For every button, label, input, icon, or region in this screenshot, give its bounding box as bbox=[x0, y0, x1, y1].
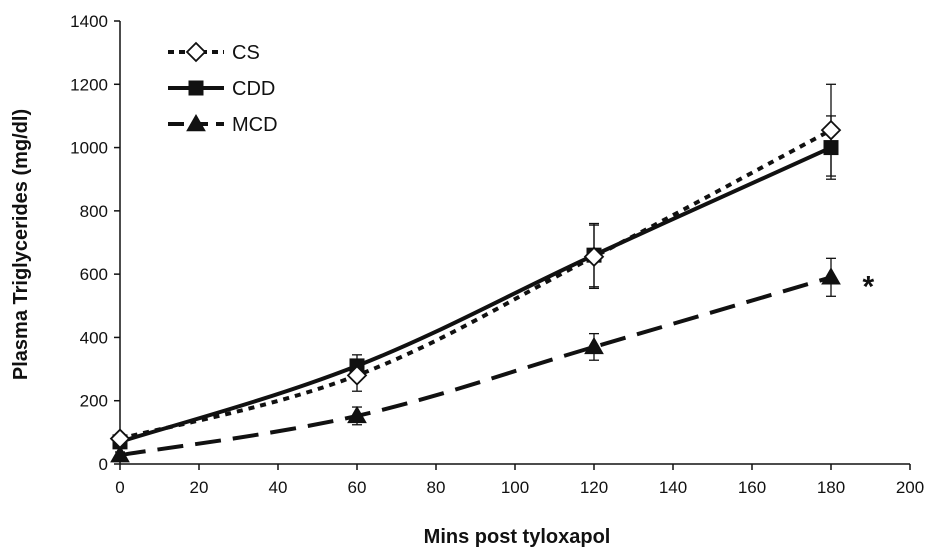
y-tick-label: 1200 bbox=[70, 75, 108, 94]
y-tick-label: 800 bbox=[80, 202, 108, 221]
x-tick-label: 20 bbox=[190, 478, 209, 497]
y-tick-label: 400 bbox=[80, 328, 108, 347]
series-lines-layer bbox=[119, 128, 832, 458]
x-tick-label: 0 bbox=[115, 478, 124, 497]
data-point-cs bbox=[820, 119, 842, 141]
x-tick-label: 60 bbox=[348, 478, 367, 497]
error-bars-layer bbox=[115, 83, 836, 459]
y-axis-title: Plasma Triglycerides (mg/dl) bbox=[10, 109, 32, 380]
legend-label-cs: CS bbox=[232, 42, 260, 64]
axes-layer: 0 200 400 600 800 1000 1200 1400 0 20 40 60 80 100 120… bbox=[10, 12, 924, 548]
x-tick-label: 160 bbox=[738, 478, 766, 497]
y-tick-label: 1400 bbox=[70, 12, 108, 31]
x-tick-label: 200 bbox=[896, 478, 924, 497]
y-tick-label: 600 bbox=[80, 265, 108, 284]
x-tick-label: 40 bbox=[269, 478, 288, 497]
series-line-mcd bbox=[119, 275, 832, 458]
legend-item-cs: CS bbox=[168, 41, 260, 64]
legend-item-mcd: MCD bbox=[168, 113, 278, 136]
data-point-cdd bbox=[823, 140, 839, 156]
data-point-cs bbox=[346, 365, 368, 386]
x-tick-label: 120 bbox=[580, 478, 608, 497]
data-point-mcd bbox=[821, 267, 841, 285]
x-tick-label: 100 bbox=[501, 478, 529, 497]
series-line-cs bbox=[119, 128, 832, 441]
legend-item-cdd: CDD bbox=[168, 78, 275, 100]
legend-label-mcd: MCD bbox=[232, 114, 278, 136]
x-tick-label: 140 bbox=[659, 478, 687, 497]
series-line-cdd bbox=[119, 145, 832, 444]
annotations-layer: * bbox=[863, 270, 875, 303]
x-axis-title: Mins post tyloxapol bbox=[424, 526, 611, 548]
legend-label-cdd: CDD bbox=[232, 78, 275, 100]
data-point-mcd bbox=[110, 445, 130, 463]
legend-marker-cdd bbox=[188, 80, 204, 96]
x-tick-label: 80 bbox=[427, 478, 446, 497]
significance-asterisk: * bbox=[863, 270, 875, 303]
legend-marker-cs bbox=[185, 41, 207, 63]
y-tick-label: 1000 bbox=[70, 139, 108, 158]
y-tick-label: 200 bbox=[80, 392, 108, 411]
markers-layer bbox=[109, 119, 842, 463]
legend-marker-mcd bbox=[186, 113, 206, 132]
data-point-mcd bbox=[347, 405, 367, 424]
data-point-cs bbox=[583, 246, 605, 268]
x-tick-label: 180 bbox=[817, 478, 845, 497]
data-point-cs bbox=[109, 428, 131, 449]
y-tick-label: 0 bbox=[99, 455, 108, 474]
legend: CS CDD MCD bbox=[168, 41, 278, 136]
data-point-mcd bbox=[584, 336, 604, 355]
